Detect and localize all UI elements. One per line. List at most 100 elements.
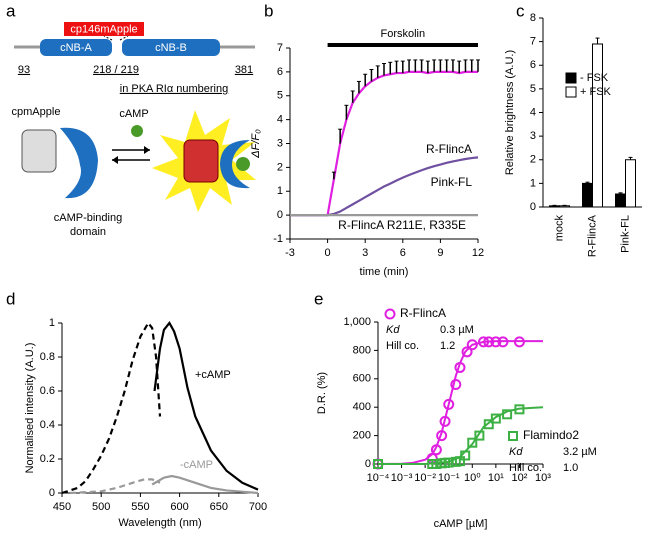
bar bbox=[592, 43, 603, 208]
y-tick-label: 2 bbox=[277, 161, 283, 173]
line bbox=[61, 321, 162, 495]
x-tick-label: 10⁻² bbox=[414, 472, 436, 484]
series-label: R-FlincA bbox=[426, 142, 472, 156]
x-tick-label: Pink-FL bbox=[619, 215, 631, 253]
marker bbox=[439, 415, 451, 427]
legend-label: - FSK bbox=[580, 72, 609, 84]
marker bbox=[443, 398, 455, 410]
annotation: +cAMP bbox=[195, 369, 231, 381]
bar bbox=[625, 159, 636, 208]
forskolin-bar bbox=[327, 43, 478, 47]
y-tick-label: 7 bbox=[277, 42, 283, 54]
marker bbox=[514, 404, 525, 415]
y-tick-label: -1 bbox=[273, 233, 283, 245]
y-tick-label: 0.6 bbox=[40, 385, 55, 397]
marker bbox=[373, 459, 383, 469]
fit-line bbox=[377, 340, 543, 465]
domain-caption: cAMP-binding bbox=[54, 212, 122, 224]
marker bbox=[454, 456, 465, 467]
marker bbox=[450, 378, 462, 390]
panel-letter: a bbox=[6, 1, 16, 20]
kd-value: 0.3 µM bbox=[440, 324, 474, 336]
line bbox=[151, 474, 259, 495]
marker bbox=[466, 339, 478, 351]
y-tick-label: 800 bbox=[353, 344, 371, 356]
y-tick-label: 0 bbox=[277, 209, 283, 221]
legend-label: + FSK bbox=[580, 86, 612, 98]
marker bbox=[467, 437, 478, 448]
domain-label: cNB-B bbox=[155, 42, 187, 54]
y-tick-label: 5 bbox=[530, 83, 536, 95]
marker bbox=[502, 409, 513, 420]
residue: 93 bbox=[18, 64, 30, 76]
y-tick-label: 0 bbox=[365, 458, 371, 470]
marker bbox=[474, 430, 485, 441]
y-tick-label: 5 bbox=[277, 90, 283, 102]
bar bbox=[582, 182, 593, 208]
marker bbox=[478, 336, 490, 348]
y-tick-label: 8 bbox=[530, 12, 536, 24]
y-tick-label: 0 bbox=[49, 487, 55, 499]
bar bbox=[615, 193, 626, 208]
residue: 381 bbox=[235, 64, 253, 76]
bar bbox=[549, 205, 560, 208]
x-tick-label: 0 bbox=[325, 247, 331, 259]
arrowhead bbox=[112, 156, 118, 164]
domain bbox=[40, 39, 112, 56]
y-tick-label: 1 bbox=[277, 185, 283, 197]
hill-value: 1.0 bbox=[563, 462, 578, 474]
legend-marker bbox=[508, 431, 518, 441]
x-axis-label: cAMP [µM] bbox=[434, 518, 488, 530]
y-tick-label: 6 bbox=[277, 66, 283, 78]
y-tick-label: 600 bbox=[353, 373, 371, 385]
x-axis-label: Wavelength (nm) bbox=[118, 517, 201, 529]
bar bbox=[559, 205, 570, 208]
marker bbox=[436, 430, 448, 442]
hill-label: Hill co. bbox=[509, 462, 542, 474]
x-tick-label: 550 bbox=[131, 501, 149, 513]
link bbox=[103, 35, 113, 41]
fluorophore-label: cpmApple bbox=[12, 106, 61, 118]
camp-ball bbox=[131, 125, 143, 137]
x-tick-label: 10⁻¹ bbox=[438, 472, 460, 484]
y-tick-label: 1,000 bbox=[343, 316, 371, 328]
kd-label: Kd bbox=[386, 324, 400, 336]
x-tick-label: 650 bbox=[210, 501, 228, 513]
binding-domain bbox=[220, 140, 250, 189]
legend-label: Flamindo2 bbox=[523, 428, 579, 442]
x-tick-label: 3 bbox=[362, 247, 368, 259]
marker bbox=[461, 346, 473, 358]
y-tick-label: 3 bbox=[530, 130, 536, 142]
marker bbox=[430, 444, 442, 456]
y-tick-label: 4 bbox=[530, 106, 536, 118]
line bbox=[153, 321, 259, 491]
x-tick-label: 9 bbox=[437, 247, 443, 259]
fluorophore-bright bbox=[183, 139, 219, 183]
y-tick-label: 0.2 bbox=[40, 453, 55, 465]
insert-label: cp146mApple bbox=[70, 23, 137, 35]
panel-letter: b bbox=[264, 1, 273, 20]
x-tick-label: mock bbox=[553, 215, 565, 242]
domain bbox=[122, 39, 220, 56]
x-tick-label: -3 bbox=[285, 247, 295, 259]
domain-caption: domain bbox=[70, 226, 106, 238]
x-tick-label: 600 bbox=[170, 501, 188, 513]
numbering-note: in PKA RIα numbering bbox=[120, 83, 228, 95]
marker bbox=[454, 361, 466, 373]
y-tick-label: 7 bbox=[530, 36, 536, 48]
arrowhead bbox=[144, 146, 150, 154]
y-axis-label: ΔF/F₀ bbox=[250, 129, 262, 159]
marker bbox=[513, 336, 525, 348]
forskolin-label: Forskolin bbox=[380, 28, 425, 40]
link bbox=[119, 35, 129, 41]
series-label: Pink-FL bbox=[431, 175, 473, 189]
panel-letter: e bbox=[314, 289, 323, 308]
domain-label: cNB-A bbox=[60, 42, 92, 54]
y-tick-label: 2 bbox=[530, 154, 536, 166]
x-tick-label: R-FlincA bbox=[586, 214, 598, 257]
annotation: -cAMP bbox=[180, 459, 213, 471]
y-tick-label: 0.4 bbox=[40, 419, 55, 431]
legend-swatch bbox=[565, 86, 577, 98]
x-tick-label: 12 bbox=[472, 247, 484, 259]
